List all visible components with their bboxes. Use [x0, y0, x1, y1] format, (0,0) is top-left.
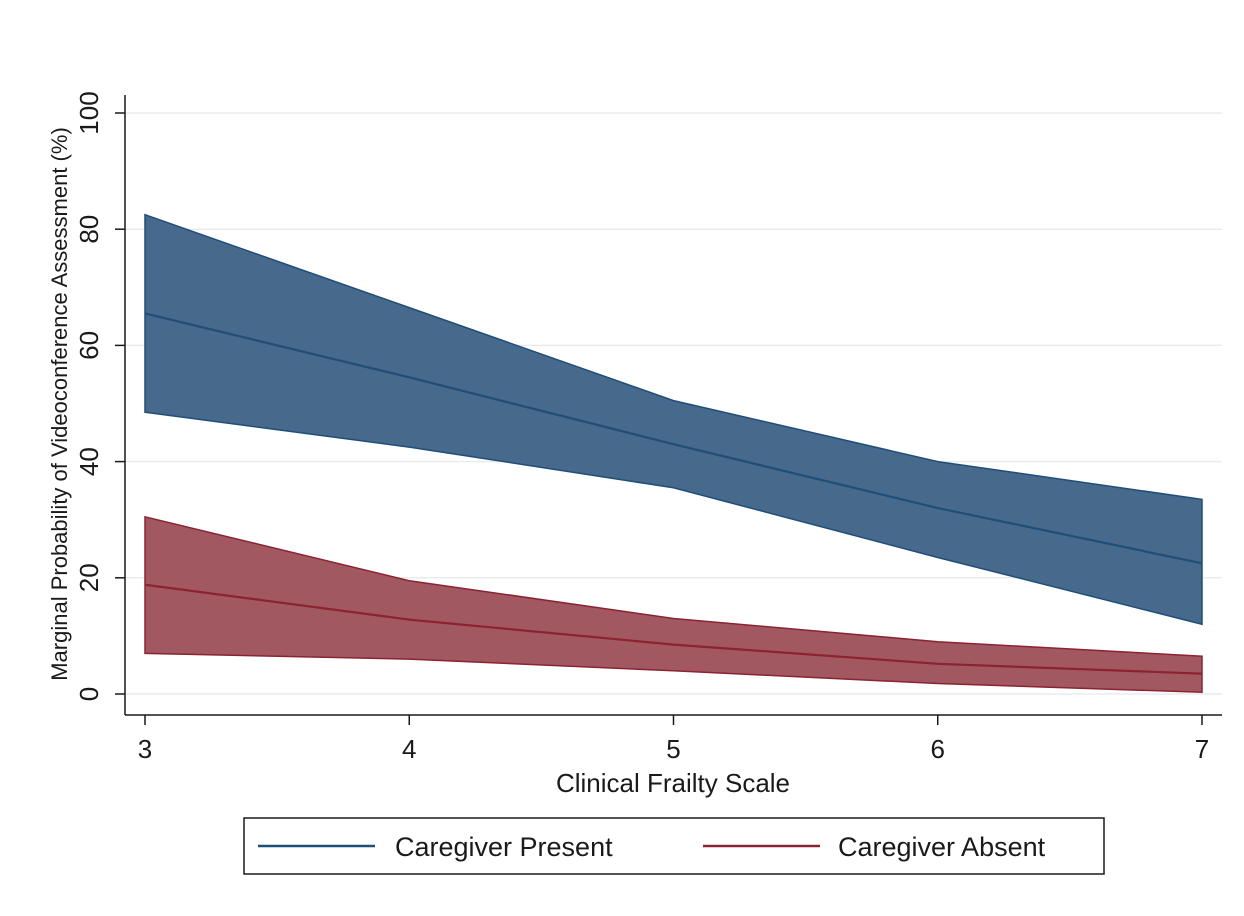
- y-ticks: 0 20 40 60 80 100: [74, 91, 125, 701]
- ci-band-caregiver-absent: [144, 515, 1203, 694]
- ci-band-caregiver-present: [144, 213, 1203, 626]
- x-ticks: 3 4 5 6 7: [138, 715, 1209, 764]
- y-tick-label-0: 0: [74, 687, 104, 701]
- x-tick-label-3: 3: [138, 734, 152, 764]
- confidence-bands: [144, 213, 1203, 694]
- x-tick-label-4: 4: [402, 734, 416, 764]
- y-tick-label-100: 100: [74, 91, 104, 134]
- legend-box: [243, 817, 1105, 875]
- x-tick-label-7: 7: [1195, 734, 1209, 764]
- y-tick-label-20: 20: [74, 563, 104, 592]
- y-tick-label-80: 80: [74, 215, 104, 244]
- x-tick-label-6: 6: [931, 734, 945, 764]
- series-lines: [144, 312, 1203, 675]
- y-tick-label-60: 60: [74, 331, 104, 360]
- line-caregiver-present: [144, 312, 1203, 565]
- legend-label-caregiver-present: Caregiver Present: [395, 832, 613, 862]
- x-axis-title: Clinical Frailty Scale: [556, 768, 790, 798]
- legend-label-caregiver-absent: Caregiver Absent: [838, 832, 1046, 862]
- line-caregiver-absent: [144, 583, 1203, 675]
- y-axis-title: Marginal Probability of Videoconference …: [47, 127, 72, 681]
- x-tick-label-5: 5: [666, 734, 680, 764]
- y-tick-label-40: 40: [74, 447, 104, 476]
- legend: Caregiver Present Caregiver Absent: [243, 817, 1105, 875]
